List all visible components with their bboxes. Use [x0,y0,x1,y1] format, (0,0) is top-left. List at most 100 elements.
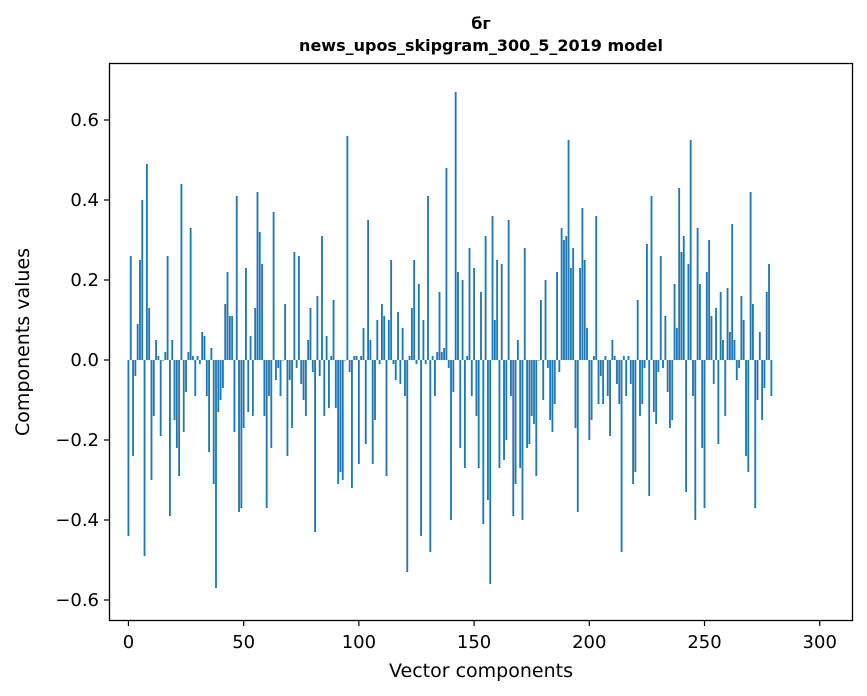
bar [639,360,641,416]
bar [620,360,623,552]
bar [747,360,750,472]
bar [429,360,432,552]
bar [528,360,531,444]
bar [291,360,293,428]
bar [682,236,685,360]
bar [295,360,298,368]
y-tick-label: 0.2 [70,270,99,291]
bar [304,360,307,416]
bar [265,360,268,508]
bar [152,360,155,416]
bar [346,136,349,360]
bar [542,360,545,400]
bar [316,296,319,360]
bar [145,164,148,360]
bar [353,356,356,360]
bar [445,168,448,360]
bar [629,360,632,384]
bar [680,252,683,360]
bar [588,360,591,440]
bar [719,292,722,360]
bar [685,360,688,492]
bar [563,240,565,360]
bar [413,260,416,360]
bar [454,92,457,360]
bar [298,256,300,360]
bar [215,360,217,588]
bar [613,356,616,360]
bar [756,360,759,400]
bar [553,360,556,404]
y-tick-label: 0.6 [70,110,99,131]
bar [604,356,607,360]
bar [385,360,388,476]
bar [687,264,690,360]
bar [203,336,206,360]
bar [141,200,144,360]
bar [466,356,469,360]
bar [673,284,676,360]
bar [238,360,240,512]
bar [627,356,630,360]
bar [390,260,393,360]
bar [475,360,478,416]
bar [480,292,482,360]
bar [675,328,678,360]
bar [293,252,296,360]
bar [533,360,535,424]
bar [415,360,418,364]
bar [689,140,692,360]
bar [669,360,671,428]
y-axis-label: Components values [12,248,34,436]
bar [609,360,611,436]
bar [139,260,141,360]
bar [754,360,757,508]
bar [185,360,187,392]
bar [321,236,323,360]
bar [735,360,738,380]
bar [376,320,379,360]
bar [268,360,270,396]
bar [590,360,593,420]
bar [387,320,390,360]
bar [535,360,538,476]
bar [447,360,450,368]
y-tick-label: −0.2 [55,430,99,451]
bar [404,360,406,396]
bar [272,212,275,360]
bar [758,332,761,360]
bar [498,360,501,468]
bar [424,360,427,364]
y-axis-ticks: −0.6 −0.4 −0.2 0.0 0.2 0.4 0.6 [55,110,110,611]
bar [261,264,264,360]
bar [572,248,575,360]
bar [645,244,648,360]
bar [284,304,287,360]
bar [263,360,266,416]
bar [196,356,199,360]
bar [463,360,466,468]
bar [362,328,365,360]
bar [556,272,558,360]
bar [751,304,754,360]
bar [574,360,577,428]
bar [537,360,540,361]
bar [581,208,584,360]
bar [208,360,211,452]
bar [175,360,178,448]
bar [664,316,667,360]
bar [666,360,669,392]
bar [512,360,515,516]
bar [226,272,229,360]
bar [678,188,681,360]
bar [178,360,181,476]
bar [205,360,208,396]
bar [367,220,370,360]
bar [337,360,340,484]
bar [355,356,358,360]
bar [636,300,639,360]
bar [503,360,505,460]
bar [270,360,273,448]
bar [427,196,429,360]
bar [738,360,741,368]
